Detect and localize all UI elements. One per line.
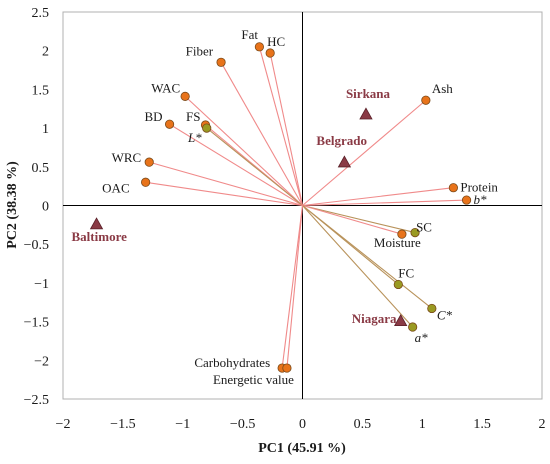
x-tick-label: −2 (56, 417, 71, 432)
observation-baltimore (89, 217, 104, 230)
observation-markers: Sirkana Belgrado Baltimore Niagara (72, 86, 408, 327)
vector-wac (184, 95, 303, 206)
y-tick-label: 0 (42, 200, 49, 215)
x-tick-label: −0.5 (230, 417, 255, 432)
x-tick-label: 0.5 (354, 417, 372, 432)
x-axis-title: PC1 (45.91 %) (258, 441, 346, 456)
vector-carbohydrates (281, 205, 304, 369)
x-tick-label: 1.5 (473, 417, 491, 432)
point-energetic-value (282, 363, 292, 373)
point-wac (180, 91, 190, 101)
x-tick-label: 0 (299, 417, 306, 432)
y-tick-label: −1 (34, 277, 49, 292)
label-wac: WAC (151, 80, 180, 95)
observation-niagara (394, 314, 408, 327)
point-l (202, 123, 212, 133)
point-ash (421, 95, 431, 105)
label-l: L* (187, 130, 202, 145)
tick-labels: −2 −1.5 −1 −0.5 0 0.5 1 1.5 2 2.5 2 1.5 1 0.5 0 −0.5 −1 −… (24, 6, 546, 432)
observation-label-belgrado: Belgrado (316, 133, 367, 148)
point-b (461, 195, 472, 205)
observation-label-baltimore: Baltimore (72, 229, 128, 244)
observation-sirkana (359, 107, 373, 120)
vector-b (302, 199, 467, 207)
label-a: a* (415, 330, 429, 345)
vector-energetic-value (286, 205, 304, 369)
y-tick-label: 1 (42, 122, 49, 137)
point-moisture (397, 229, 407, 239)
y-tick-label: 0.5 (32, 161, 50, 176)
point-protein (448, 183, 458, 193)
y-tick-label: −1.5 (24, 316, 49, 331)
label-sc: SC (416, 220, 432, 235)
label-fat: Fat (241, 27, 258, 42)
vector-l (206, 127, 303, 206)
vector-wrc (149, 161, 303, 207)
y-axis-title: PC2 (38.38 %) (5, 161, 20, 249)
y-tick-label: 2 (42, 45, 49, 60)
label-b: b* (474, 192, 488, 207)
label-fc: FC (398, 265, 414, 280)
y-tick-label: −2 (34, 354, 49, 369)
point-fat (254, 42, 264, 52)
point-fc (393, 279, 403, 290)
vector-bd (169, 123, 303, 206)
x-tick-label: −1 (175, 417, 190, 432)
vector-a (302, 205, 414, 328)
point-oac (141, 177, 151, 187)
vector-moisture (302, 204, 403, 235)
observation-label-sirkana: Sirkana (346, 86, 391, 101)
loading-vectors (145, 46, 467, 369)
point-bd (164, 119, 175, 129)
label-ash: Ash (432, 81, 453, 96)
label-wrc: WRC (112, 150, 142, 165)
label-moisture: Moisture (374, 235, 421, 250)
point-a (408, 322, 418, 332)
observation-label-niagara: Niagara (352, 311, 397, 326)
y-tick-label: −2.5 (24, 393, 49, 408)
vector-ash (302, 99, 427, 206)
point-fiber (216, 57, 226, 67)
x-tick-label: −1.5 (110, 417, 135, 432)
vector-fat (258, 46, 304, 206)
observation-belgrado (337, 155, 352, 168)
label-bd: BD (145, 109, 163, 124)
point-c (427, 303, 437, 314)
y-tick-label: −0.5 (24, 238, 49, 253)
vector-sc (302, 204, 416, 234)
label-hc: HC (267, 34, 285, 49)
point-sc (410, 227, 420, 238)
label-oac: OAC (102, 180, 129, 195)
label-protein: Protein (460, 180, 498, 195)
vector-protein (302, 187, 454, 207)
label-energetic-value: Energetic value (213, 372, 294, 387)
vector-oac (145, 181, 303, 207)
point-hc (265, 48, 275, 58)
x-tick-label: 2 (539, 417, 546, 432)
label-fs: FS (186, 109, 200, 124)
vector-c (302, 205, 433, 309)
label-fiber: Fiber (186, 43, 214, 58)
vector-hc (269, 52, 304, 206)
x-tick-label: 1 (419, 417, 426, 432)
y-tick-label: 1.5 (32, 83, 50, 98)
y-tick-label: 2.5 (32, 6, 50, 21)
vector-fiber (220, 62, 303, 206)
label-carbohydrates: Carbohydrates (194, 355, 270, 370)
point-wrc (144, 157, 154, 167)
label-c: C* (437, 307, 453, 322)
